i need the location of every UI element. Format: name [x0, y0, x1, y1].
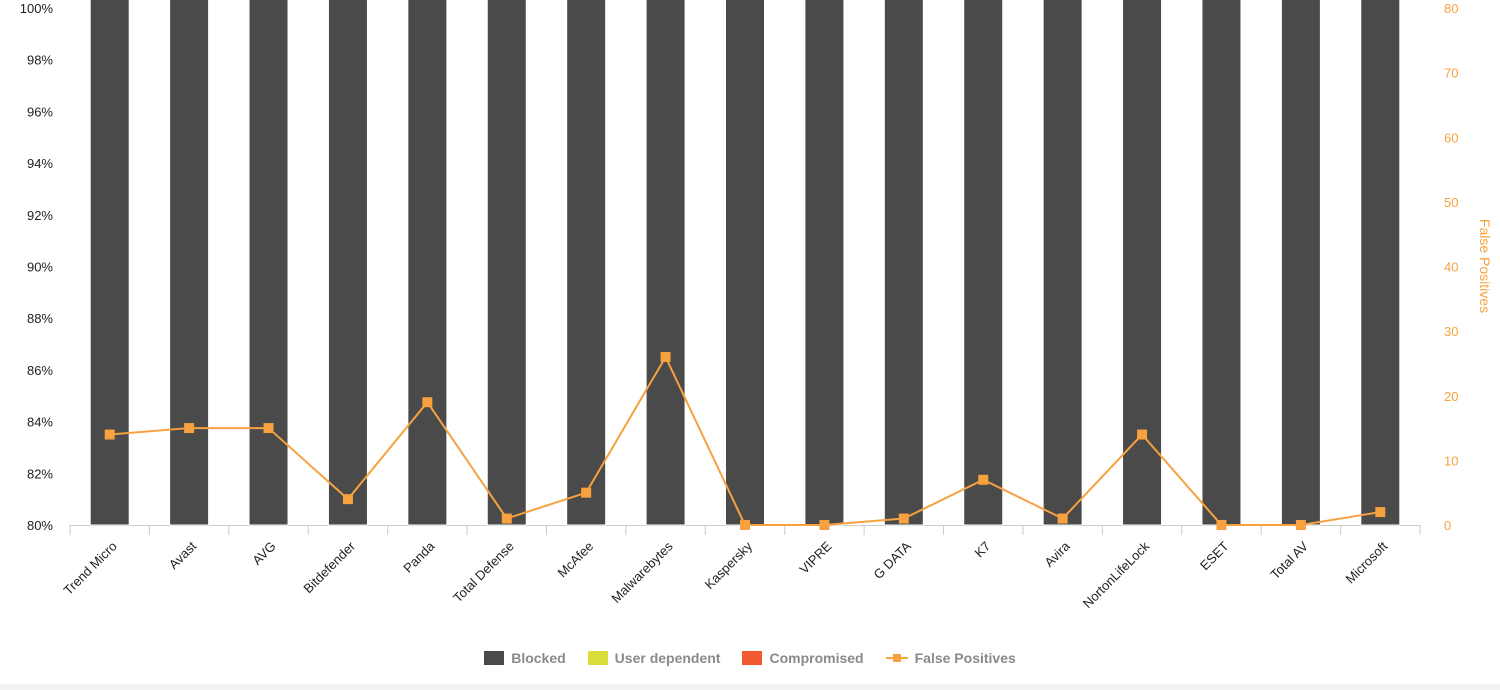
bar-blocked: [645, 0, 686, 526]
y-left-tick-label: 88%: [27, 311, 53, 326]
y-left-tick-label: 100%: [20, 1, 54, 16]
false-positives-point: [581, 487, 592, 498]
x-tick-label: Total Defense: [450, 539, 517, 606]
bar-blocked: [1280, 0, 1321, 526]
false-positives-point: [740, 520, 750, 530]
bar-blocked: [1201, 0, 1242, 526]
y-right-tick-label: 50: [1444, 195, 1458, 210]
false-positives-point: [184, 423, 195, 434]
bar-blocked: [804, 0, 845, 526]
y-right-tick-label: 40: [1444, 260, 1458, 275]
false-positives-point: [342, 494, 353, 505]
y-left-tick-label: 82%: [27, 466, 53, 481]
legend-label: Compromised: [769, 650, 864, 666]
x-tick-label: NortonLifeLock: [1080, 538, 1153, 611]
x-tick-label: Panda: [400, 538, 438, 576]
y-right-tick-label: 20: [1444, 389, 1458, 404]
chart: 80% 82% 84% 86% 88% 90% 92% 94% 96% 98% 100% 0 10 20 3…: [20, 0, 1493, 611]
x-tick-label: ESET: [1197, 538, 1232, 573]
x-tick-label: VIPRE: [796, 538, 834, 576]
y-right-tick-label: 60: [1444, 130, 1458, 145]
bar-blocked: [1042, 0, 1083, 526]
false-positives-point: [263, 423, 274, 434]
false-positives-point: [501, 513, 512, 524]
legend-swatch: [484, 651, 505, 665]
false-positives-point: [1375, 507, 1386, 518]
x-tick-label: K7: [972, 539, 994, 561]
x-tick-label: Avast: [166, 538, 200, 572]
y-left-tick-label: 98%: [27, 53, 53, 68]
y-left-tick-label: 94%: [27, 156, 53, 171]
false-positives-point: [422, 397, 433, 408]
y-left-tick-label: 90%: [27, 260, 53, 275]
x-tick-label: Malwarebytes: [608, 538, 676, 606]
y-left-tick-label: 84%: [27, 415, 53, 430]
footer-strip: [0, 684, 1500, 690]
x-tick-label: Trend Micro: [61, 539, 120, 598]
x-tick-label: Bitdefender: [300, 538, 358, 596]
legend-item[interactable]: Compromised: [742, 650, 864, 666]
false-positives-point: [660, 351, 671, 362]
false-positives-point: [1295, 520, 1306, 530]
bar-blocked: [169, 0, 210, 526]
x-tick-label: Microsoft: [1343, 538, 1391, 586]
bar-blocked: [963, 0, 1004, 526]
legend: Blocked User dependent Compromised False Po…: [0, 650, 1500, 666]
false-positives-point: [104, 429, 115, 440]
legend-label: Blocked: [511, 650, 566, 666]
y-left-tick-label: 96%: [27, 104, 53, 119]
legend-item[interactable]: User dependent: [587, 650, 721, 666]
y-left-tick-label: 92%: [27, 208, 53, 223]
x-tick-label: Total AV: [1267, 538, 1311, 582]
bar-blocked: [725, 0, 765, 526]
bar-blocked: [883, 0, 924, 526]
false-positives-point: [898, 513, 909, 524]
y-right-axis-title: False Positives: [1477, 219, 1493, 313]
false-positives-point: [1057, 513, 1068, 524]
x-tick-label: Kaspersky: [702, 538, 756, 592]
x-tick-label: McAfee: [555, 539, 597, 581]
bar-blocked: [566, 0, 607, 526]
legend-swatch: [587, 651, 608, 665]
y-left-tick-label: 86%: [27, 363, 53, 378]
legend-item[interactable]: False Positives: [885, 650, 1016, 666]
y-right-tick-label: 10: [1444, 453, 1458, 468]
bar-blocked: [327, 0, 368, 526]
y-right-tick-label: 30: [1444, 324, 1458, 339]
y-right-tick-label: 80: [1444, 1, 1458, 16]
legend-label: User dependent: [614, 650, 721, 666]
y-right-tick-label: 70: [1444, 66, 1458, 81]
x-tick-label: AVG: [249, 539, 278, 568]
bar-blocked: [486, 0, 527, 526]
legend-swatch: [742, 651, 763, 665]
bar-blocked: [407, 0, 448, 526]
legend-label: False Positives: [914, 650, 1016, 666]
y-right-tick-label: 0: [1444, 518, 1451, 533]
legend-swatch: [885, 651, 908, 665]
false-positives-point: [1137, 429, 1148, 440]
false-positives-point: [1216, 520, 1227, 530]
bar-blocked: [89, 0, 130, 526]
x-tick-label: G DATA: [870, 538, 914, 582]
x-tick-label: Avira: [1041, 538, 1073, 570]
bar-blocked: [248, 0, 289, 526]
bar-blocked: [1122, 0, 1163, 526]
false-positives-point: [819, 520, 830, 530]
false-positives-point: [978, 474, 989, 485]
bar-blocked: [1360, 0, 1401, 526]
legend-item[interactable]: Blocked: [484, 650, 566, 666]
y-left-tick-label: 80%: [27, 518, 53, 533]
